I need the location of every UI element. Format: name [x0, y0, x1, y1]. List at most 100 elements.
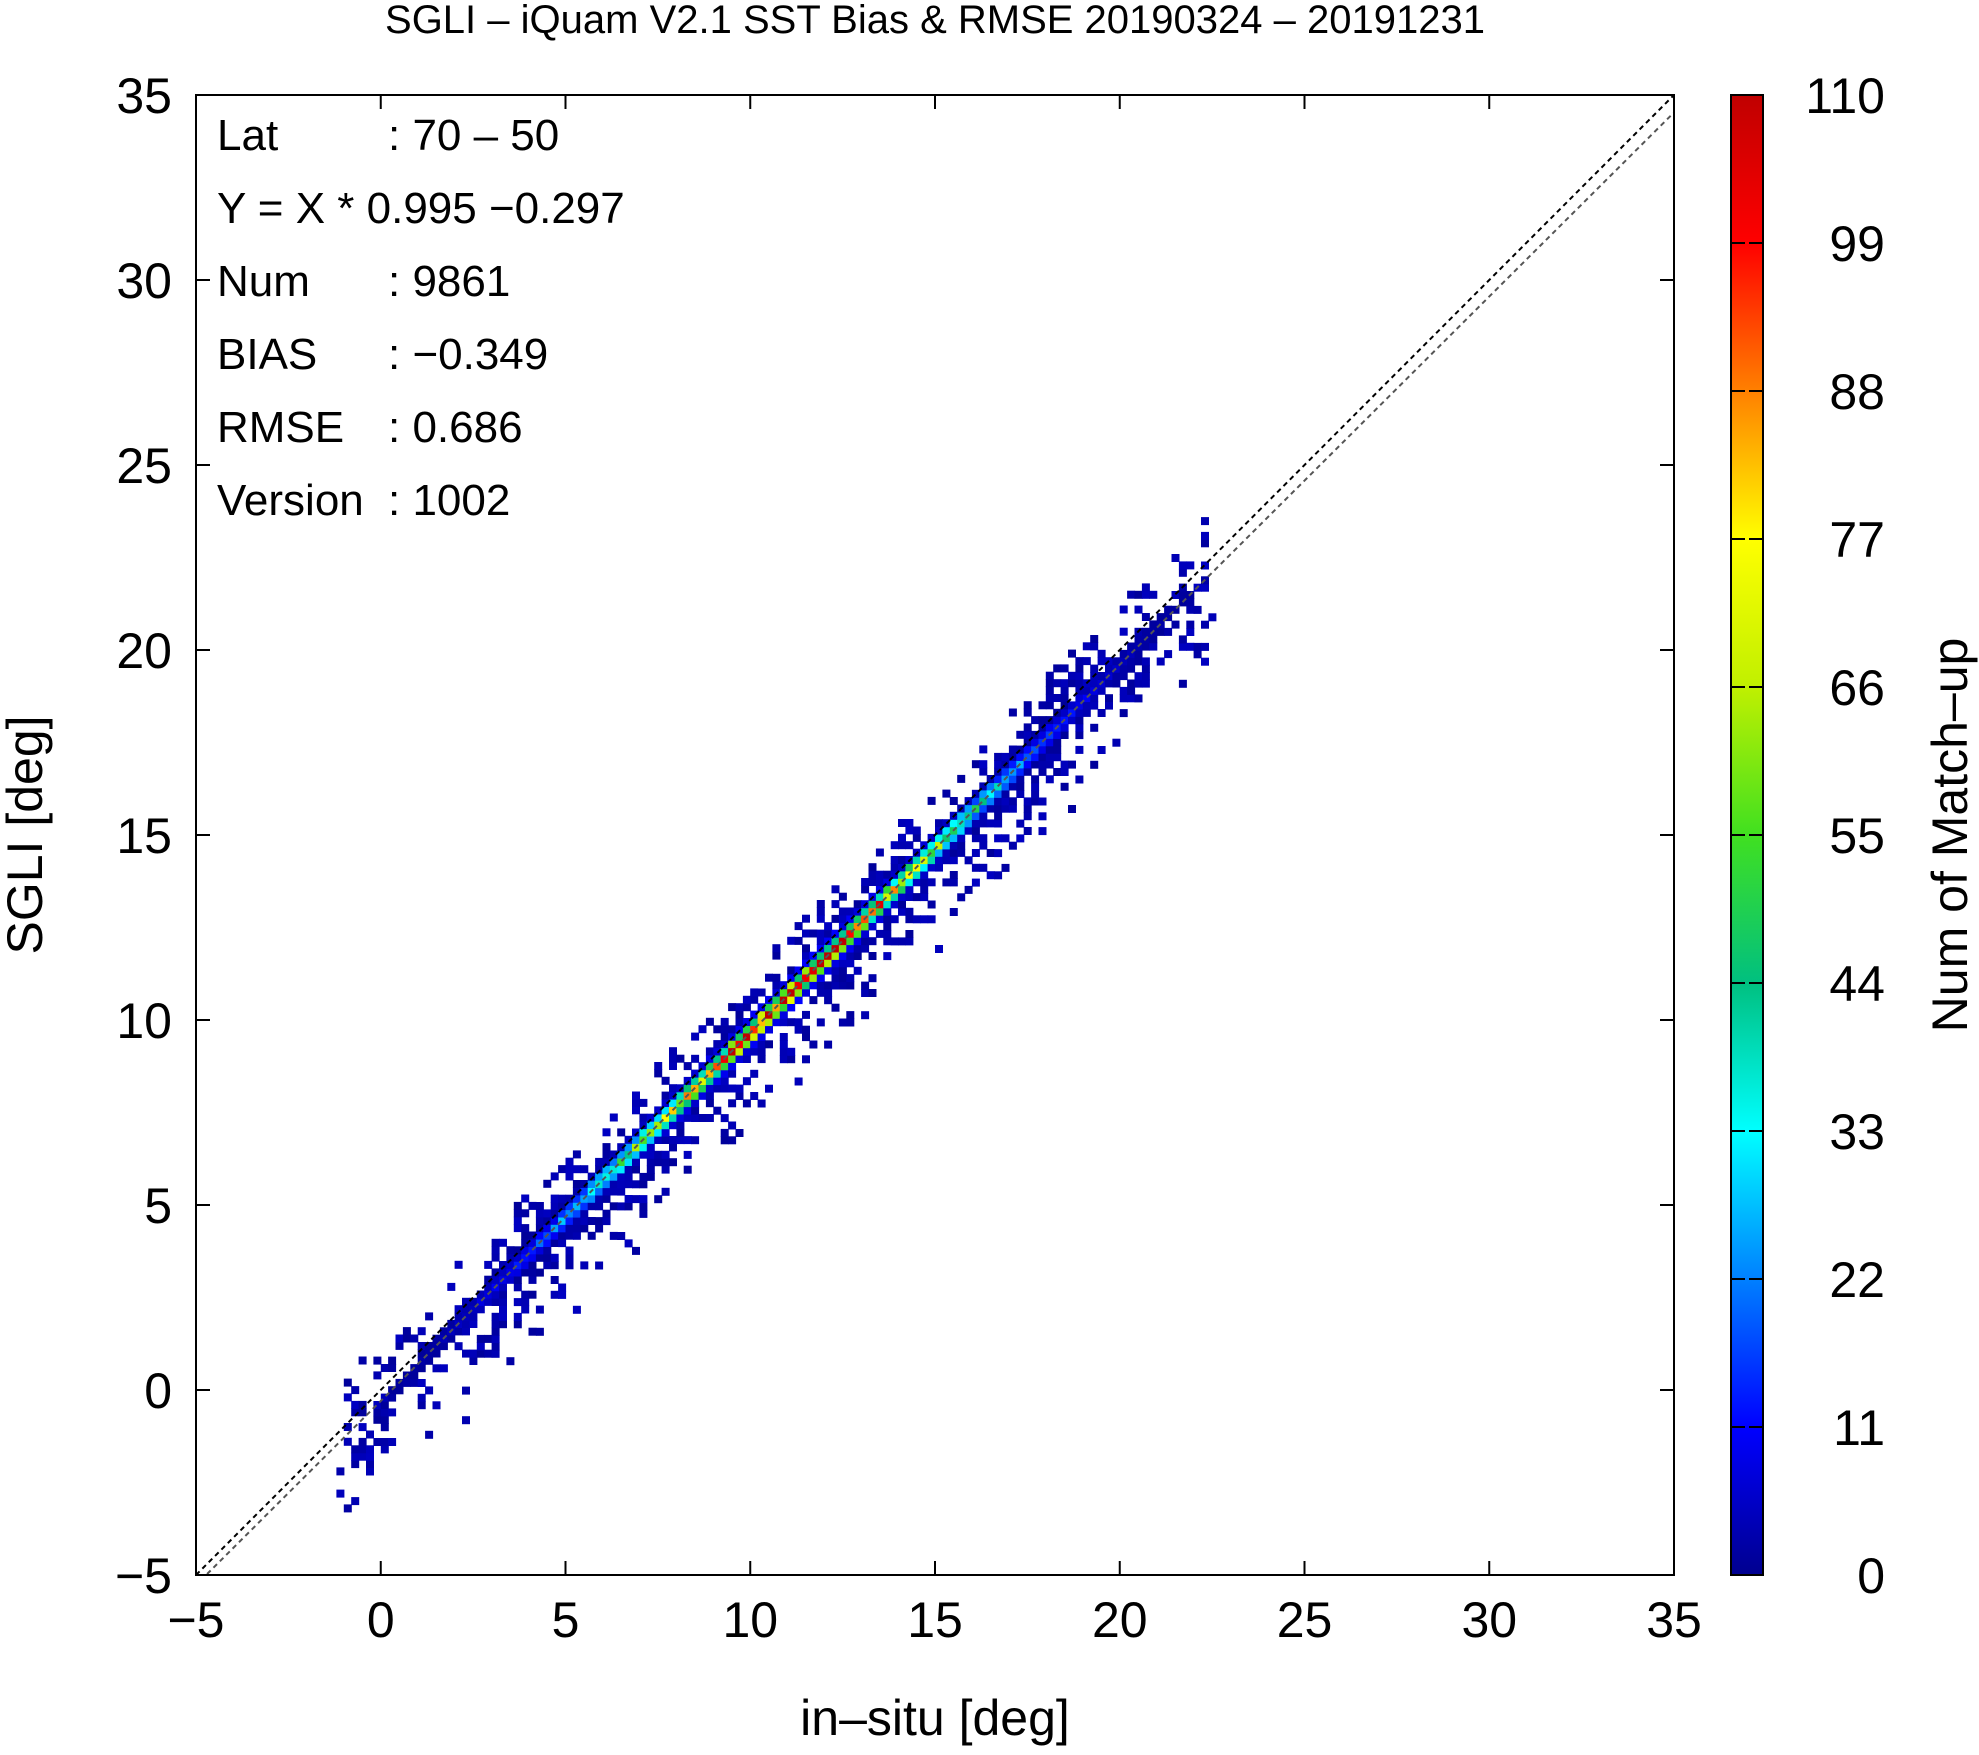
heatmap-cell [720, 1128, 729, 1137]
heatmap-cell [1097, 686, 1106, 695]
heatmap-cell [1075, 745, 1084, 754]
heatmap-cell [1038, 760, 1047, 769]
heatmap-cell [957, 834, 966, 843]
heatmap-cell [683, 1150, 692, 1159]
heatmap-cell [772, 951, 781, 960]
heatmap-cell [1090, 723, 1099, 732]
heatmap-cell [380, 1423, 389, 1432]
heatmap-cell [979, 834, 988, 843]
heatmap-cell [632, 1150, 640, 1159]
colorbar-ticks: 0 11 22 33 44 55 66 77 88 99 110 [1731, 68, 1885, 1604]
heatmap-cell [639, 1180, 648, 1189]
heatmap-cell [1060, 731, 1069, 739]
heatmap-cell [816, 966, 825, 975]
heatmap-cell [875, 929, 884, 938]
heatmap-cell [742, 1032, 751, 1041]
heatmap-cell [572, 1231, 581, 1240]
heatmap-cell [491, 1320, 500, 1329]
heatmap-cell [469, 1297, 478, 1306]
heatmap-cell [765, 1040, 773, 1049]
heatmap-cell [728, 1062, 737, 1071]
heatmap-cell [794, 996, 803, 1005]
heatmap-cell [986, 871, 995, 880]
heatmap-cell [861, 922, 870, 931]
heatmap-cell [595, 1224, 604, 1233]
heatmap-cell [617, 1202, 626, 1211]
heatmap-cell [883, 892, 892, 901]
heatmap-cell [1053, 738, 1062, 747]
heatmap-cell [528, 1231, 537, 1240]
heatmap-cell [632, 1135, 640, 1144]
heatmap-cell [905, 826, 914, 835]
heatmap-cell [1053, 768, 1062, 776]
heatmap-cell [602, 1157, 611, 1166]
heatmap-cell [462, 1320, 470, 1328]
colorbar-tick-label: 88 [1829, 364, 1885, 420]
heatmap-cell [949, 871, 958, 879]
heatmap-cell [388, 1364, 397, 1372]
x-tick-label: 5 [552, 1592, 580, 1648]
heatmap-cell [661, 1187, 670, 1196]
heatmap-cell [979, 863, 988, 872]
heatmap-cell [439, 1327, 448, 1336]
heatmap-cell [750, 1032, 759, 1041]
heatmap-cell [979, 767, 988, 776]
heatmap-cell [735, 1003, 744, 1012]
heatmap-cell [432, 1334, 441, 1343]
heatmap-cell [565, 1172, 574, 1181]
heatmap-cell [535, 1231, 544, 1240]
heatmap-cell [905, 841, 914, 850]
heatmap-cell [1134, 635, 1143, 644]
heatmap-cell [691, 1077, 700, 1085]
heatmap-cell [380, 1393, 389, 1402]
heatmap-cell [683, 1136, 692, 1145]
x-axis-label: in–situ [deg] [800, 1690, 1070, 1746]
heatmap-cell [949, 878, 958, 887]
heatmap-cell [439, 1342, 448, 1351]
heatmap-cell [794, 966, 803, 975]
heatmap-cell [1038, 812, 1047, 821]
heatmap-cell [602, 1172, 611, 1181]
heatmap-cell [1045, 753, 1054, 762]
heatmap-cell [905, 885, 914, 894]
heatmap-cell [750, 1069, 759, 1078]
heatmap-cell [838, 892, 847, 901]
heatmap-cell [1201, 517, 1209, 526]
heatmap-cell [476, 1290, 485, 1299]
heatmap-cell [1060, 723, 1069, 732]
heatmap-cell [831, 937, 840, 946]
heatmap-cell [506, 1261, 515, 1269]
heatmap-cell [838, 951, 847, 960]
heatmap-cell [890, 915, 899, 924]
heatmap-cell [838, 1018, 847, 1027]
heatmap-cell [986, 849, 995, 857]
heatmap-cell [1082, 694, 1091, 703]
heatmap-cell [1008, 760, 1017, 769]
heatmap-cell [639, 1143, 648, 1152]
heatmap-cell [646, 1113, 655, 1122]
heatmap-cell [506, 1357, 515, 1366]
heatmap-cell [535, 1327, 544, 1336]
heatmap-cell [787, 996, 796, 1004]
heatmap-cell [957, 848, 966, 857]
heatmap-cell [816, 907, 825, 916]
heatmap-cell [787, 973, 796, 982]
heatmap-cell [1008, 745, 1017, 754]
heatmap-cell [942, 856, 951, 865]
heatmap-cell [528, 1253, 537, 1262]
heatmap-cell [757, 1040, 766, 1049]
heatmap-cell [772, 996, 781, 1004]
y-tick-label: 15 [116, 808, 172, 864]
heatmap-cell [395, 1334, 404, 1343]
stat-label: Y = X * 0.995 −0.297 [217, 184, 625, 233]
heatmap-cell [1045, 701, 1054, 710]
heatmap-cell [1082, 701, 1091, 710]
heatmap-cell [765, 973, 773, 982]
heatmap-cell [1038, 730, 1047, 739]
y-tick-label: 30 [116, 253, 172, 309]
heatmap-cell [802, 988, 810, 997]
heatmap-cell [624, 1202, 633, 1211]
heatmap-cell [358, 1437, 367, 1446]
heatmap-cell [838, 929, 847, 938]
heatmap-cell [949, 797, 958, 805]
